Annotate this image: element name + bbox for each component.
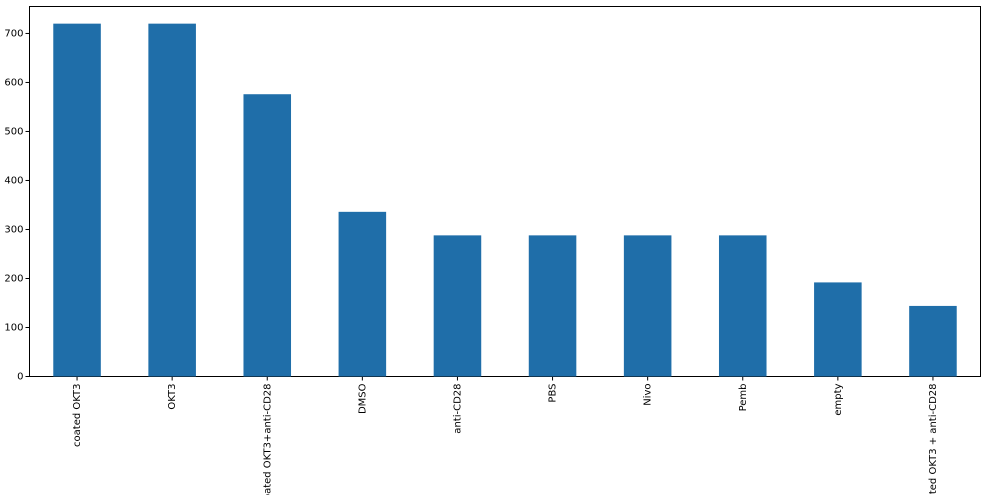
x-tick-label: empty xyxy=(833,383,844,415)
bar xyxy=(623,235,672,377)
bar xyxy=(243,94,292,377)
y-tick-label: 100 xyxy=(4,322,23,333)
x-tick-label: Pemb xyxy=(738,384,749,412)
y-tick-label: 700 xyxy=(4,28,23,39)
bar xyxy=(528,235,577,377)
bar xyxy=(718,235,767,377)
bar xyxy=(909,305,957,377)
y-tick-label: 400 xyxy=(4,175,23,186)
bar xyxy=(53,23,101,377)
y-tick-label: 300 xyxy=(4,224,23,235)
x-tick-label: Nivo xyxy=(643,384,654,406)
y-tick-label: 200 xyxy=(4,273,23,284)
x-tick-label: OKT3 xyxy=(167,384,178,410)
x-tick-label: coated OKT3 + anti-CD28 xyxy=(928,384,939,495)
plot-frame xyxy=(29,6,981,377)
x-tick-label: DMSO xyxy=(357,383,368,414)
x-tick-label: coated OKT3+anti-CD28 xyxy=(262,384,273,495)
bar xyxy=(814,282,862,377)
y-tick-label: 500 xyxy=(4,126,23,137)
x-tick-label: coated OKT3 xyxy=(72,384,83,447)
x-tick-label: PBS xyxy=(548,384,559,403)
y-tick-label: 600 xyxy=(4,77,23,88)
x-tick-label: anti-CD28 xyxy=(452,384,463,434)
y-tick-label: 0 xyxy=(17,372,23,383)
bar xyxy=(433,235,482,377)
bar xyxy=(338,211,387,377)
bar xyxy=(148,23,196,377)
